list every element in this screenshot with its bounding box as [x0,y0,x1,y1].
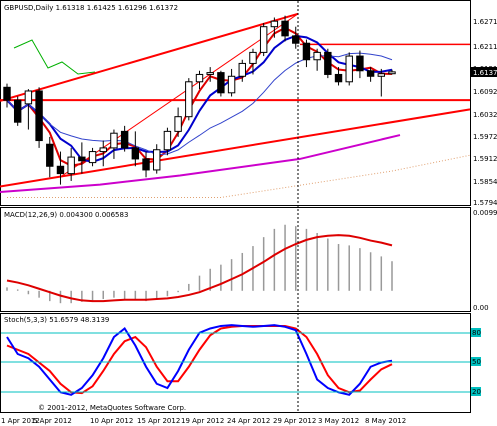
candle-body [217,72,225,94]
candle-body [292,35,300,44]
price-label: 1.57940 [473,199,497,207]
macd-axis-label: 0.009962 [473,209,497,217]
date-label: 8 May 2012 [365,417,406,425]
candle-body [153,149,161,171]
copyright-text: © 2001-2012, MetaQuotes Software Corp. [38,404,186,412]
candle-body [35,90,43,142]
macd-axis-label: 0.00 [473,304,489,312]
stoch-title: Stoch(5,3,3) 51.6579 48.3139 [4,316,109,324]
current-price-box [471,67,497,77]
upper-channel-line [0,12,299,102]
date-label: 15 Apr 2012 [137,417,180,425]
date-label: 3 May 2012 [318,417,359,425]
candle-body [206,72,214,75]
candle-body [345,55,353,83]
lower-channel-line [0,108,471,188]
candle-body [259,26,268,53]
price-axis: 1.62710 1.62110 1.61510 1.60920 1.60320 … [473,18,497,207]
price-series [0,12,471,198]
candle-body [195,73,204,83]
candle-body [142,158,150,171]
macd-title: MACD(12,26,9) 0.004300 0.006583 [4,211,128,219]
macd-panel-frame [0,207,471,312]
stoch-axis-label: 50 [472,358,481,366]
candle-body [356,55,364,72]
candle-body [99,147,107,153]
macd-signal-line [6,234,393,303]
moving-average-magenta [0,134,401,193]
stoch-label-bg [471,328,481,337]
stoch-label-bg [471,357,481,366]
date-label: 29 Apr 2012 [273,417,316,425]
candle-body [110,132,118,149]
candle-body [249,51,257,64]
price-label: 1.62710 [473,18,497,26]
stoch-axis-label: 20 [472,388,481,396]
candle-body [366,70,375,77]
candle-body [120,130,129,149]
stoch-label-bg [471,387,481,396]
current-price-label: 1.61372 [473,69,497,77]
candle-body [67,156,75,175]
candle-body [227,75,236,94]
date-label: 10 Apr 2012 [90,417,133,425]
price-label: 1.60920 [473,88,497,96]
price-label: 1.62110 [473,43,497,51]
stoch-panel-frame [0,313,471,413]
candle-body [163,130,172,151]
candle-body [131,147,140,160]
candle-body [377,73,386,77]
date-label: 1 Apr 2012 [1,417,40,425]
price-label: 1.60320 [473,111,497,119]
macd-series [6,224,393,304]
candle-body [313,51,321,61]
date-label: 5 Apr 2012 [33,417,72,425]
price-title: GBPUSD,Daily 1.61318 1.61425 1.61296 1.6… [4,4,178,12]
candle-body [281,20,289,37]
candle-body [238,62,246,77]
candle-body [388,71,396,75]
candle-body [185,81,193,118]
candle-body [174,116,182,132]
candle-body [334,73,343,83]
candle-body [3,86,11,101]
price-label: 1.58540 [473,178,497,186]
candle-body [88,151,97,164]
price-label: 1.59725 [473,133,497,141]
candle-body [302,42,311,61]
candle-body [324,51,332,75]
candle-body [78,156,86,162]
date-label: 24 Apr 2012 [227,417,270,425]
candle-body [56,165,65,175]
candle-body [270,20,279,28]
candle-body [24,90,33,105]
candle-body [46,143,54,167]
green-indicator-line [13,39,96,75]
candle-body [13,99,22,123]
price-label: 1.59125 [473,155,497,163]
stoch-axis-label: 80 [472,329,481,337]
date-label: 19 Apr 2012 [181,417,224,425]
date-axis: 1 Apr 2012 5 Apr 2012 10 Apr 2012 15 Apr… [1,417,406,425]
